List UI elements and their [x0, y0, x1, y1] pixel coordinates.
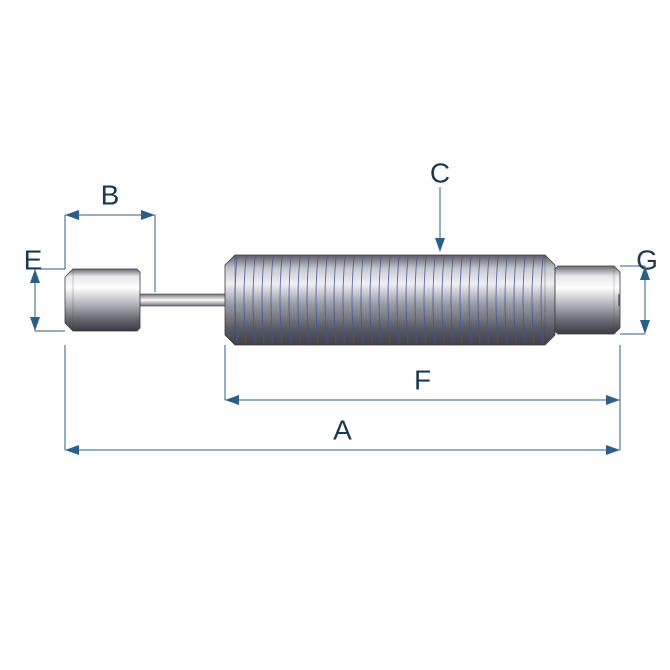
rear-collar	[555, 266, 620, 334]
dim-B-label: B	[101, 179, 120, 210]
dim-A: A	[65, 345, 620, 450]
dim-C: C	[430, 157, 450, 238]
shock-absorber	[65, 255, 620, 345]
dim-F: F	[225, 345, 620, 400]
dim-A-label: A	[333, 414, 352, 445]
dim-E-label: E	[24, 244, 43, 275]
dim-E: E	[24, 244, 65, 331]
dim-G: G	[620, 244, 658, 334]
piston-rod	[138, 294, 229, 306]
dim-F-label: F	[414, 364, 431, 395]
dim-G-label: G	[636, 244, 658, 275]
dim-C-label: C	[430, 157, 450, 188]
striker-cap	[65, 269, 140, 331]
threaded-body	[225, 255, 555, 345]
